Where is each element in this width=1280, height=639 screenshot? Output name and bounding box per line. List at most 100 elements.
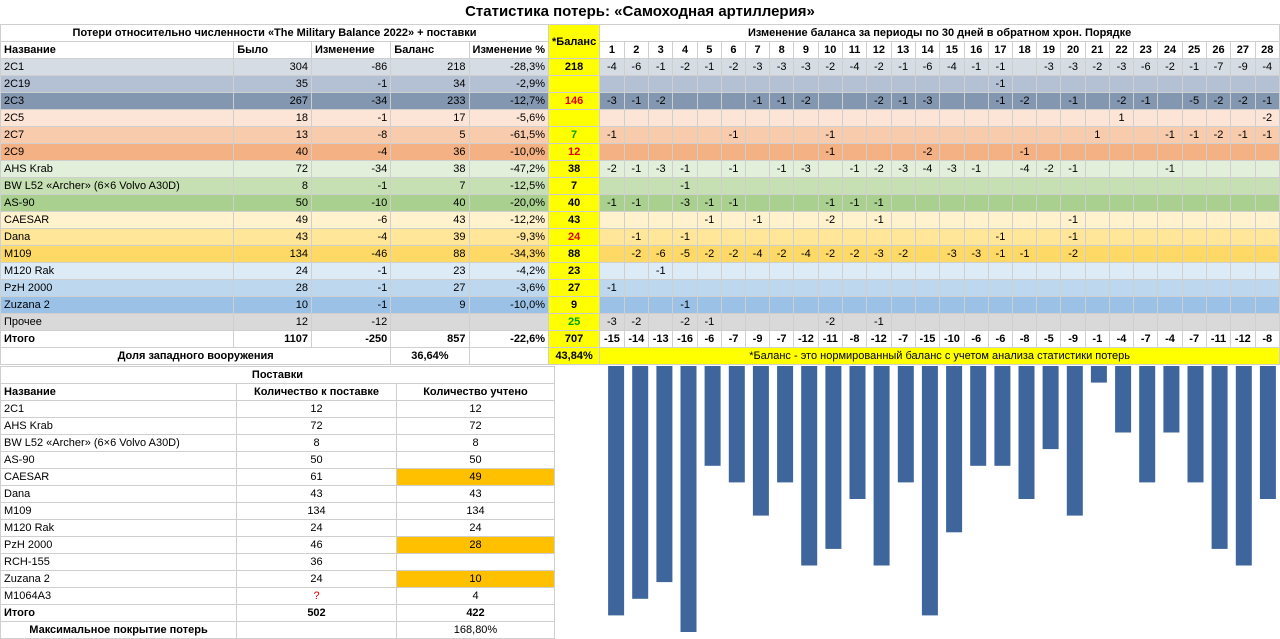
row-period-value: [672, 75, 698, 93]
row-period-value: -1: [769, 92, 795, 110]
table-row: 2С7 13 -8 5 -61,5% 7 -1 -1 -1 1 -1 -1 -2 -1 -1: [0, 126, 1280, 144]
row-period-value: -2: [672, 313, 698, 331]
supplies-name: RCH-155: [0, 553, 237, 571]
row-period-value: [866, 109, 892, 127]
row-period-value: [939, 211, 965, 229]
row-was: 267: [233, 92, 312, 110]
supplies-plan: 61: [236, 468, 397, 486]
row-period-value: [1036, 109, 1062, 127]
row-period-value: [1157, 245, 1183, 263]
total-period-value: -6: [963, 330, 989, 348]
row-was: 18: [233, 109, 312, 127]
row-period-value: [1230, 313, 1256, 331]
supplies-name: CAESAR: [0, 468, 237, 486]
row-period-value: [1181, 160, 1207, 178]
total-period-value: -1: [1084, 330, 1110, 348]
row-period-value: -2: [817, 313, 843, 331]
header-period: 26: [1205, 41, 1232, 59]
row-period-value: [866, 296, 892, 314]
row-period-value: [1133, 296, 1159, 314]
row-period-value: -1: [1157, 126, 1183, 144]
row-period-value: -3: [866, 245, 892, 263]
row-period-value: [939, 143, 965, 161]
header-period: 14: [914, 41, 941, 59]
supplies-name: 2С1: [0, 400, 237, 418]
header-period: 25: [1181, 41, 1207, 59]
row-period-value: [841, 313, 868, 331]
row-period-value: [1133, 228, 1159, 246]
chart-bar: [1090, 366, 1107, 383]
row-period-value: -4: [841, 58, 868, 76]
table-row: Прочее 12 -12 25 -3 -2 -2 -1 -2 -1: [0, 313, 1280, 331]
row-period-value: -1: [672, 228, 698, 246]
row-period-value: [1084, 211, 1110, 229]
western-share-norm-value: 43,84%: [548, 347, 601, 365]
row-period-value: [1230, 75, 1256, 93]
chart-bar: [1139, 366, 1156, 483]
row-period-value: [793, 177, 819, 195]
row-period-value: [1205, 228, 1232, 246]
row-period-value: [890, 109, 916, 127]
row-period-value: [1108, 75, 1135, 93]
row-period-value: [963, 109, 989, 127]
supplies-total-name: Итого: [0, 604, 237, 622]
supplies-counted: 43: [396, 485, 555, 503]
supplies-row: CAESAR 61 49: [0, 468, 555, 486]
chart-bar: [801, 366, 818, 566]
row-period-value: [914, 262, 941, 280]
row-name: Dana: [0, 228, 235, 246]
supplies-plan: 24: [236, 570, 397, 588]
row-period-value: [647, 313, 674, 331]
row-period-value: -3: [963, 245, 989, 263]
row-period-value: [963, 92, 989, 110]
row-period-value: [672, 109, 698, 127]
row-period-value: [769, 279, 795, 297]
row-period-value: [793, 109, 819, 127]
table-row: M120 Rak 24 -1 23 -4,2% 23 -1: [0, 262, 1280, 280]
total-period-value: -7: [769, 330, 795, 348]
row-period-value: [720, 109, 747, 127]
row-period-value: -1: [866, 194, 892, 212]
row-period-value: -1: [720, 160, 747, 178]
header-name: Название: [0, 41, 235, 59]
row-balance: 43: [390, 211, 470, 229]
header-period: 6: [720, 41, 747, 59]
row-period-value: -1: [599, 194, 625, 212]
row-period-value: -1: [696, 58, 722, 76]
supplies-row: AHS Krab 72 72: [0, 417, 555, 435]
row-period-value: [1036, 177, 1062, 195]
header-was: Было: [233, 41, 312, 59]
row-period-value: [987, 313, 1014, 331]
row-period-value: [841, 177, 868, 195]
row-period-value: [1060, 262, 1086, 280]
total-period-value: -14: [623, 330, 650, 348]
row-period-value: [914, 313, 941, 331]
row-period-value: [1133, 143, 1159, 161]
header-period: 8: [769, 41, 795, 59]
header-period: 22: [1108, 41, 1135, 59]
empty-cell: [468, 347, 550, 365]
row-period-value: [769, 194, 795, 212]
losses-table: Потери относительно численности «The Mil…: [0, 24, 1280, 365]
row-period-value: [963, 313, 989, 331]
row-period-value: [744, 143, 771, 161]
supplies-row: AS-90 50 50: [0, 451, 555, 469]
row-period-value: -1: [963, 58, 989, 76]
row-period-value: -4: [599, 58, 625, 76]
row-period-value: [696, 126, 722, 144]
row-period-value: [1133, 279, 1159, 297]
total-period-value: -13: [647, 330, 674, 348]
row-period-value: [963, 296, 989, 314]
header-period: 27: [1230, 41, 1256, 59]
header-period: 15: [939, 41, 965, 59]
row-period-value: -1: [672, 177, 698, 195]
chart-bar: [1211, 366, 1228, 549]
row-period-value: [1060, 296, 1086, 314]
row-norm-balance: 27: [548, 279, 601, 297]
row-period-value: -1: [623, 160, 650, 178]
total-period-value: -4: [1108, 330, 1135, 348]
row-period-value: [720, 177, 747, 195]
row-period-value: -4: [744, 245, 771, 263]
row-period-value: [1205, 160, 1232, 178]
chart-bar: [1259, 366, 1276, 499]
